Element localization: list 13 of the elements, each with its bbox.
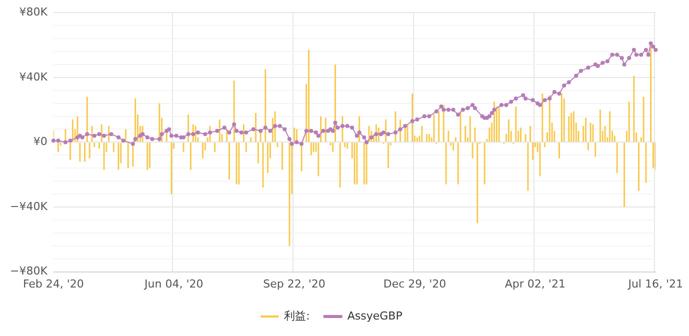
y-tick-label: −¥80K	[10, 264, 48, 278]
x-tick-label: Feb 24, '20	[22, 277, 84, 290]
x-tick-label: Jun 04, '20	[144, 277, 204, 290]
y-tick-label: −¥40K	[10, 200, 48, 213]
x-tick-label: Dec 29, '20	[383, 277, 446, 290]
legend-label: 利益:	[284, 309, 310, 322]
y-tick-label: ¥80K	[19, 5, 48, 18]
y-tick-label: ¥40K	[19, 70, 48, 84]
x-tick-label: Jul 16, '21	[627, 277, 683, 290]
x-tick-label: Sep 22, '20	[263, 277, 326, 290]
x-tick-label: Apr 02, '21	[504, 277, 566, 290]
y-tick-label: ¥0	[33, 135, 48, 148]
legend-label: AssyeGBP	[347, 309, 403, 322]
